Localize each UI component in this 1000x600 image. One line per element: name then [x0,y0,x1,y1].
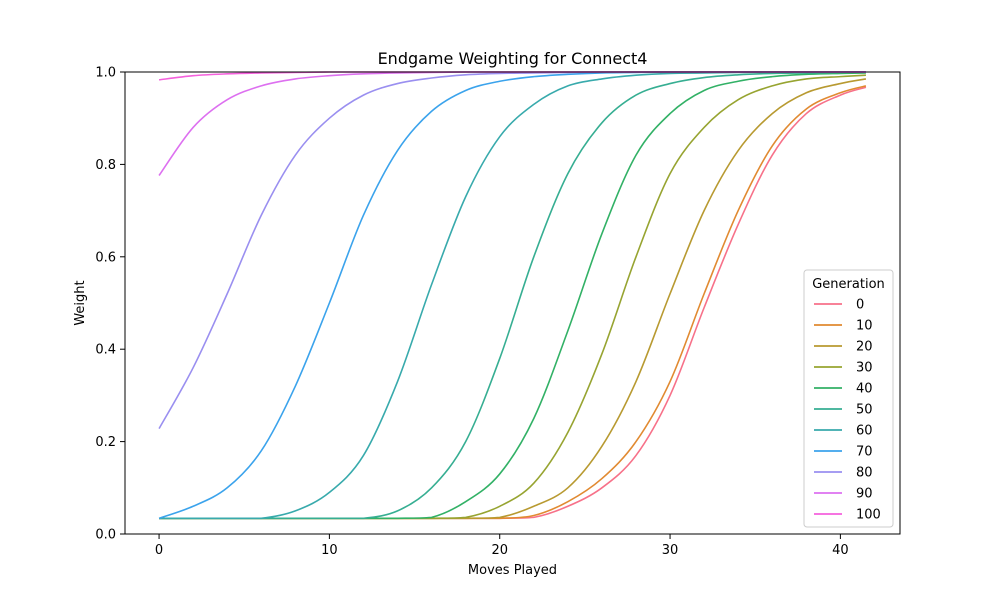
legend-label-gen-20: 20 [856,340,873,355]
legend-label-gen-80: 80 [856,466,873,481]
y-tick-label: 1.0 [95,66,116,81]
x-tick-label: 10 [321,543,338,558]
x-tick-label: 30 [662,543,679,558]
legend-title: Generation [812,277,885,292]
x-axis: 0 10 20 30 40 [155,534,849,558]
series-line-gen-60 [159,71,866,520]
legend-label-gen-90: 90 [856,487,873,502]
legend-label-gen-0: 0 [856,298,864,313]
y-axis-label: Weight [73,280,88,325]
legend-label-gen-50: 50 [856,403,873,418]
y-tick-label: 0.8 [95,158,116,173]
legend-label-gen-40: 40 [856,382,873,397]
y-tick-label: 0.4 [95,343,116,358]
y-axis: 0.0 0.2 0.4 0.6 0.8 1.0 [95,66,125,543]
chart-title: Endgame Weighting for Connect4 [378,49,648,68]
legend-label-gen-30: 30 [856,361,873,376]
y-tick-label: 0.0 [95,528,116,543]
x-tick-label: 40 [832,543,849,558]
legend-box [803,269,894,528]
x-tick-label: 20 [491,543,508,558]
legend-label-gen-100: 100 [856,508,881,523]
plot-frame [124,71,901,535]
legend-label-gen-10: 10 [856,319,873,334]
series-line-gen-20 [159,78,867,520]
series-line-gen-90 [158,71,866,176]
series-line-gen-0 [159,86,867,520]
series-line-gen-40 [159,72,866,520]
legend-items: 0 10 20 30 40 50 60 70 80 90 100 [814,298,881,523]
series-layer [158,71,867,520]
legend-label-gen-70: 70 [856,445,873,460]
series-line-gen-30 [159,74,866,520]
legend: Generation 0 10 20 30 40 50 60 70 80 90 100 [803,269,894,528]
legend-label-gen-60: 60 [856,424,873,439]
y-tick-label: 0.6 [95,250,116,265]
series-line-gen-50 [159,71,866,520]
series-line-gen-70 [158,71,866,520]
x-tick-label: 0 [155,543,163,558]
series-line-gen-10 [159,85,867,520]
y-tick-label: 0.2 [95,435,116,450]
x-axis-label: Moves Played [468,563,557,578]
